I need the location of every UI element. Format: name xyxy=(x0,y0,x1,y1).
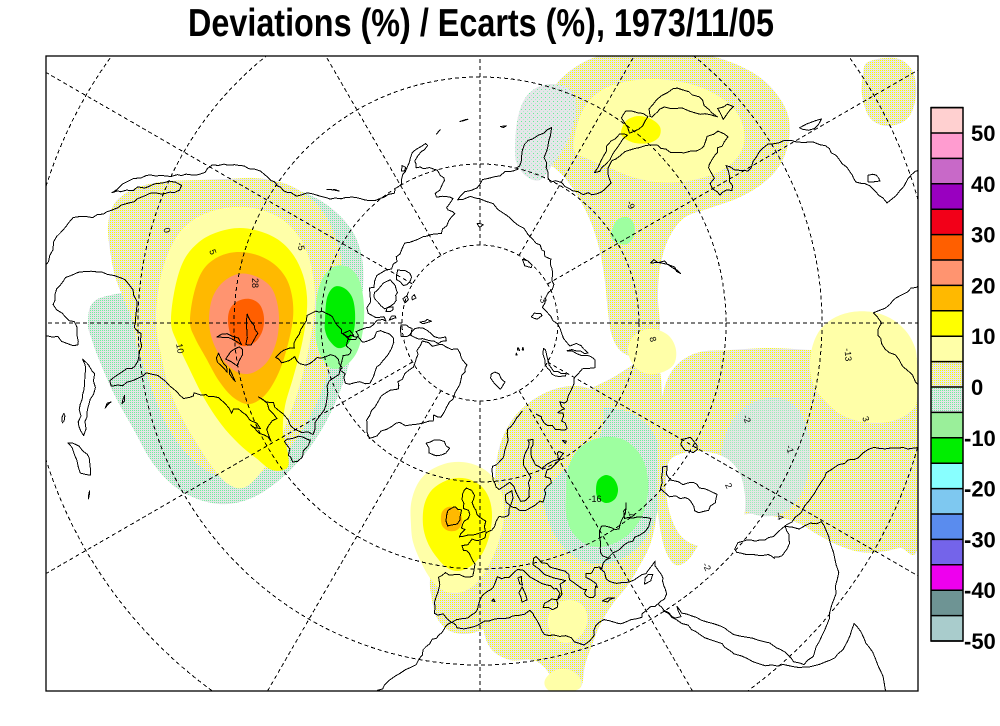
svg-text:20: 20 xyxy=(971,273,995,298)
svg-text:-16: -16 xyxy=(588,494,601,504)
svg-text:Deviations (%) / Ecarts (%), 1: Deviations (%) / Ecarts (%), 1973/11/05 xyxy=(188,2,774,45)
svg-text:28: 28 xyxy=(250,278,260,288)
svg-text:40: 40 xyxy=(971,172,995,197)
svg-text:-20: -20 xyxy=(964,477,996,502)
svg-text:-30: -30 xyxy=(964,527,996,552)
svg-text:0: 0 xyxy=(971,375,983,400)
svg-text:-2: -2 xyxy=(741,413,753,424)
svg-text:-10: -10 xyxy=(964,426,996,451)
svg-text:30: 30 xyxy=(971,223,995,248)
svg-text:10: 10 xyxy=(174,343,186,355)
svg-text:10: 10 xyxy=(971,324,995,349)
svg-text:0: 0 xyxy=(161,227,172,234)
svg-text:-2: -2 xyxy=(700,561,712,572)
svg-text:-5: -5 xyxy=(295,242,306,252)
svg-text:-4: -4 xyxy=(774,510,786,521)
svg-text:-9: -9 xyxy=(625,199,637,210)
svg-text:3: 3 xyxy=(860,415,871,423)
svg-text:-1: -1 xyxy=(784,444,796,454)
svg-text:5: 5 xyxy=(207,248,218,256)
svg-text:50: 50 xyxy=(971,121,995,146)
svg-text:-50: -50 xyxy=(964,629,996,654)
svg-text:8: 8 xyxy=(647,336,658,343)
svg-text:-40: -40 xyxy=(964,578,996,603)
svg-text:-4: -4 xyxy=(624,509,637,521)
svg-text:-13: -13 xyxy=(842,348,853,362)
svg-text:2: 2 xyxy=(723,481,734,490)
svg-text:-3: -3 xyxy=(537,293,549,304)
